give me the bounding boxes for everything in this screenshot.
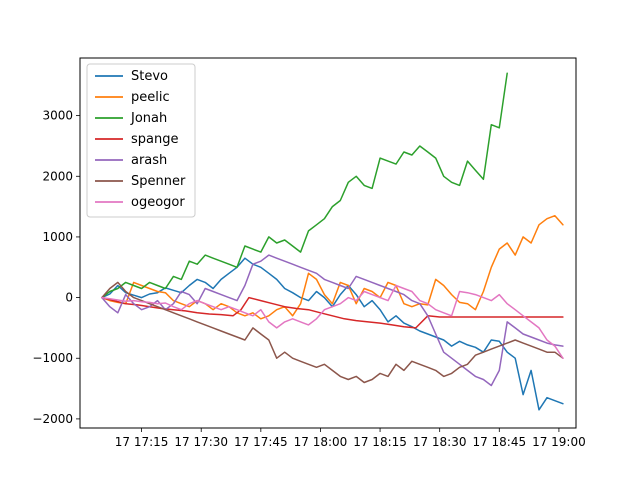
series-line-3 [101, 296, 564, 329]
legend-label: peelic [131, 90, 170, 105]
x-tick-label: 17 17:15 [115, 435, 169, 449]
y-axis-ticks: −2000 −1000 0 1000 2000 3000 [32, 109, 80, 426]
y-tick-label: 3000 [42, 109, 73, 123]
series-line-2 [101, 72, 508, 299]
y-tick-label: −1000 [32, 351, 73, 365]
x-tick-label: 17 17:30 [174, 435, 228, 449]
x-axis-ticks: 17 17:15 17 17:30 17 17:45 17 18:00 17 18:15… [115, 428, 586, 449]
legend: Stevo peelic Jonah spange arash Spenner ogeogo… [86, 63, 196, 218]
legend-box [86, 63, 196, 218]
series-line-5 [101, 281, 564, 384]
x-tick-label: 17 18:00 [294, 435, 348, 449]
legend-label: arash [131, 153, 167, 168]
plot-frame [79, 57, 577, 429]
x-tick-label: 17 18:45 [472, 435, 526, 449]
legend-label: Jonah [130, 111, 167, 126]
y-tick-label: 1000 [42, 230, 73, 244]
x-tick-label: 17 19:00 [532, 435, 586, 449]
series-lines [101, 72, 564, 411]
series-line-6 [101, 284, 564, 359]
legend-label: spange [131, 132, 178, 147]
legend-label: Spenner [131, 174, 186, 189]
y-tick-label: 0 [65, 291, 73, 305]
legend-label: ogeogor [131, 195, 185, 210]
x-tick-label: 17 18:15 [353, 435, 407, 449]
x-tick-label: 17 18:30 [413, 435, 467, 449]
legend-label: Stevo [131, 69, 168, 84]
y-tick-label: 2000 [42, 169, 73, 183]
series-line-1 [101, 214, 564, 320]
x-tick-label: 17 17:45 [234, 435, 288, 449]
series-line-4 [101, 254, 564, 387]
y-tick-label: −2000 [32, 412, 73, 426]
